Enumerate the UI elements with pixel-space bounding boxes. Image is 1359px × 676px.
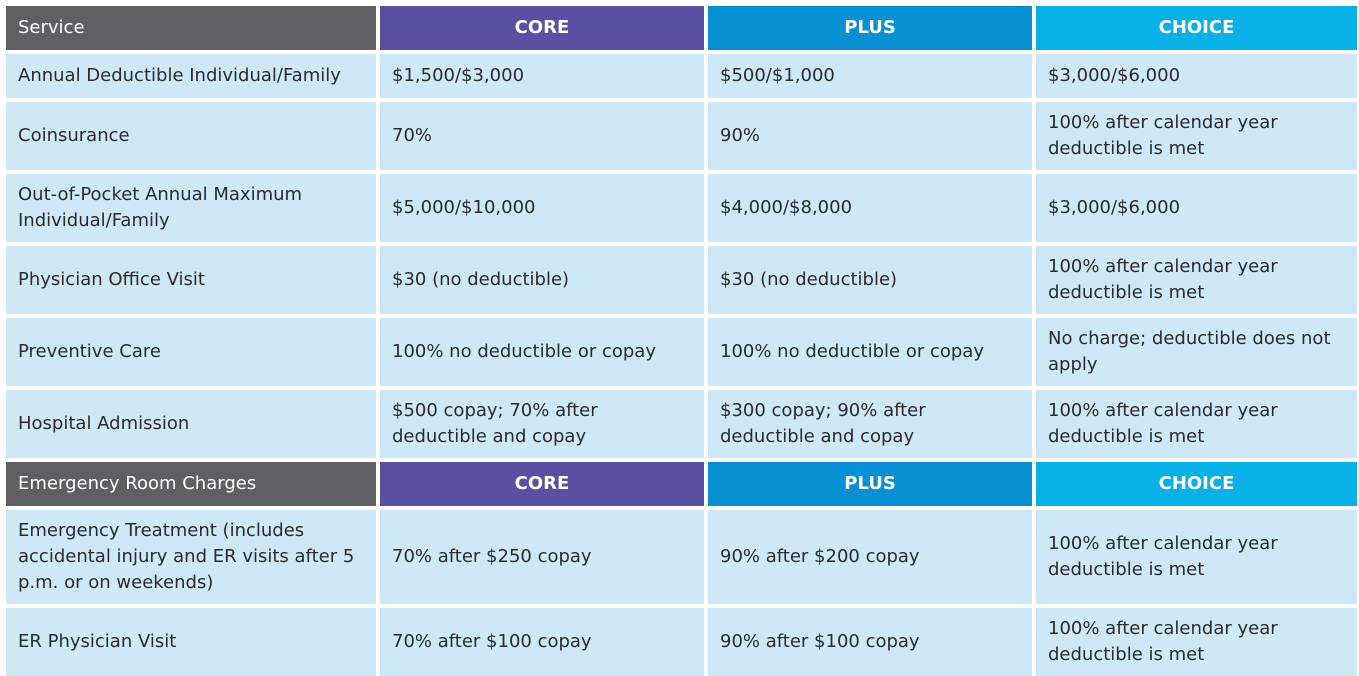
header-plus: PLUS	[708, 462, 1032, 506]
table-cell-plus: $4,000/$8,000	[708, 174, 1032, 242]
table-cell-plus: 90%	[708, 102, 1032, 170]
table-cell-core: 70% after $100 copay	[380, 608, 704, 676]
header-core: CORE	[380, 6, 704, 50]
table-cell-choice: $3,000/$6,000	[1036, 54, 1357, 98]
table-cell-choice: No charge; deductible does not apply	[1036, 318, 1357, 386]
table-cell-plus: $300 copay; 90% after deductible and cop…	[708, 390, 1032, 458]
table-cell-plus: $500/$1,000	[708, 54, 1032, 98]
table-cell-choice: 100% after calendar year deductible is m…	[1036, 246, 1357, 314]
table-cell-core: 100% no deductible or copay	[380, 318, 704, 386]
table-cell-plus: 90% after $200 copay	[708, 510, 1032, 604]
table-cell-core: $1,500/$3,000	[380, 54, 704, 98]
table-cell-plus: 100% no deductible or copay	[708, 318, 1032, 386]
header-plus: PLUS	[708, 6, 1032, 50]
table-cell-plus: $30 (no deductible)	[708, 246, 1032, 314]
header-core: CORE	[380, 462, 704, 506]
table-cell-choice: 100% after calendar year deductible is m…	[1036, 102, 1357, 170]
benefits-table: Service CORE PLUS CHOICE Annual Deductib…	[6, 6, 1357, 676]
table-cell-choice: 100% after calendar year deductible is m…	[1036, 390, 1357, 458]
table-cell-core: $5,000/$10,000	[380, 174, 704, 242]
header-emergency-room-charges: Emergency Room Charges	[6, 462, 376, 506]
table-cell-choice: $3,000/$6,000	[1036, 174, 1357, 242]
header-service: Service	[6, 6, 376, 50]
header-choice: CHOICE	[1036, 6, 1357, 50]
header-choice: CHOICE	[1036, 462, 1357, 506]
table-cell-service: Preventive Care	[6, 318, 376, 386]
table-cell-choice: 100% after calendar year deductible is m…	[1036, 608, 1357, 676]
table-cell-service: Annual Deductible Individual/Family	[6, 54, 376, 98]
table-cell-core: $500 copay; 70% after deductible and cop…	[380, 390, 704, 458]
table-cell-service: Emergency Treatment (includes accidental…	[6, 510, 376, 604]
table-cell-core: 70%	[380, 102, 704, 170]
table-cell-core: $30 (no deductible)	[380, 246, 704, 314]
table-cell-plus: 90% after $100 copay	[708, 608, 1032, 676]
table-cell-core: 70% after $250 copay	[380, 510, 704, 604]
table-cell-service: Physician Office Visit	[6, 246, 376, 314]
table-cell-service: Coinsurance	[6, 102, 376, 170]
table-cell-service: ER Physician Visit	[6, 608, 376, 676]
table-cell-service: Hospital Admission	[6, 390, 376, 458]
table-cell-service: Out-of-Pocket Annual Maximum Individual/…	[6, 174, 376, 242]
table-cell-choice: 100% after calendar year deductible is m…	[1036, 510, 1357, 604]
